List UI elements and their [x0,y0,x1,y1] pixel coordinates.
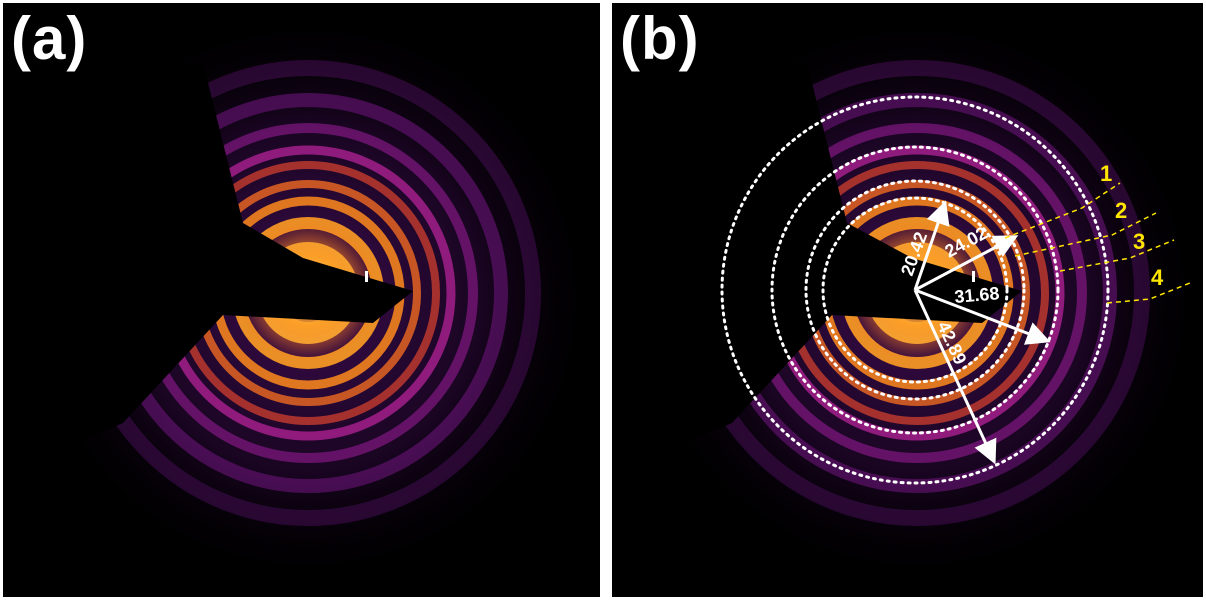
dotted-ring-overlays [720,95,1110,485]
arrow-r1 [913,200,950,291]
leader-2 [1014,212,1157,257]
ring-number-1: 1 [1100,161,1112,186]
ring-number-2: 2 [1115,198,1127,223]
diffraction-image-b: 20.42 24.02 31.68 42.89 1 2 3 4 (b) [612,3,1203,597]
arrow-r2 [914,235,1019,292]
ring-number-3: 3 [1133,229,1145,254]
direct-beam-spot [972,271,975,282]
ring-leader-lines [1004,182,1191,304]
dotted-ring-4 [720,95,1110,485]
arrow-r4 [913,289,997,465]
dotted-ring-1 [821,196,1009,384]
ring-number-4: 4 [1151,265,1164,290]
radius-arrows [913,200,1051,465]
leader-3 [1059,239,1175,272]
diffraction-image-a: (a) [3,3,600,597]
leader-1 [1004,182,1121,239]
arrow-r3 [914,288,1051,345]
beam-stop-shadow [3,63,413,473]
beam-stop-shadow [612,63,1022,473]
direct-beam-spot [365,271,368,282]
panel-label-a: (a) [11,5,88,72]
diffraction-pattern-b: 20.42 24.02 31.68 42.89 1 2 3 4 [612,8,1203,588]
dotted-ring-3 [770,145,1060,435]
diffraction-pattern-a [3,8,598,588]
dotted-ring-2 [804,179,1026,401]
panel-label-b: (b) [620,5,700,72]
radius-label-3: 31.68 [954,283,1001,307]
